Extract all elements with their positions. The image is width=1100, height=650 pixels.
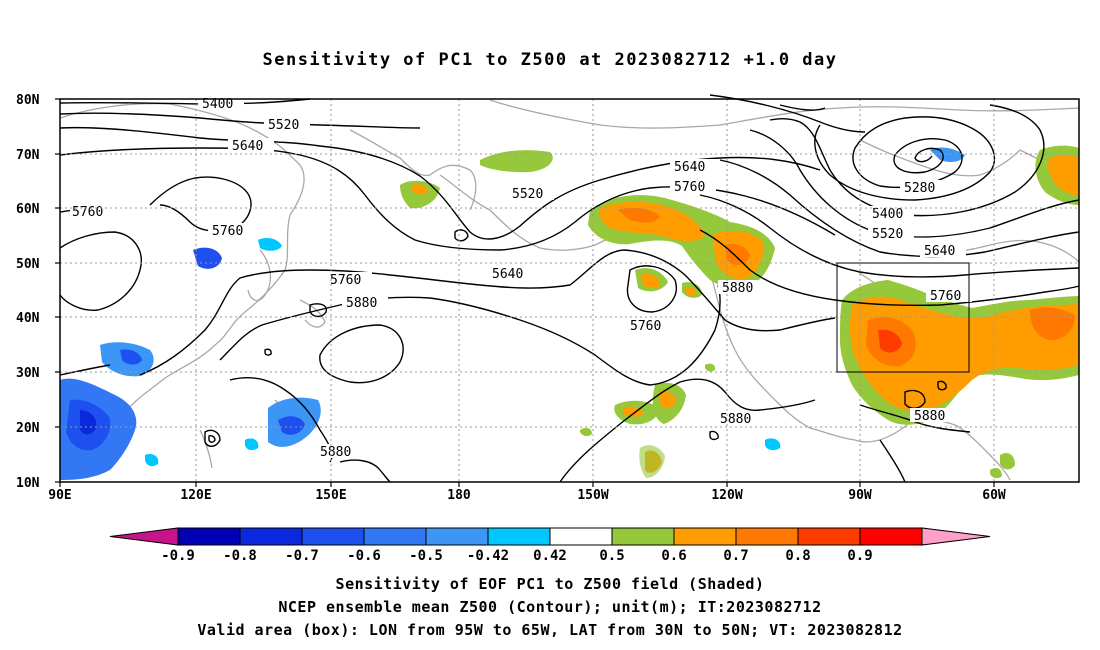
contour-label: 5880 <box>320 445 351 460</box>
colorbar-label: -0.5 <box>409 548 443 564</box>
caption-contour: NCEP ensemble mean Z500 (Contour); unit(… <box>278 598 822 616</box>
colorbar-segment <box>611 527 675 546</box>
lon-label: 180 <box>447 488 471 503</box>
colorbar-segment <box>859 527 923 546</box>
colorbar-segment <box>797 527 861 546</box>
colorbar-label: 0.8 <box>785 548 810 564</box>
map-title: Sensitivity of PC1 to Z500 at 2023082712… <box>262 50 838 70</box>
contour-label: 5400 <box>872 207 903 222</box>
contour-label: 5400 <box>202 97 233 112</box>
tick-marks <box>55 98 995 487</box>
colorbar-segment <box>363 527 427 546</box>
colorbar-segment <box>239 527 303 546</box>
contour-label: 5640 <box>674 160 705 175</box>
lon-label: 150E <box>315 488 346 503</box>
contour-label: 5280 <box>904 181 935 196</box>
colorbar-segment <box>549 527 613 546</box>
colorbar-segment <box>487 527 551 546</box>
contour-label: 5880 <box>346 296 377 311</box>
lat-label: 60N <box>16 202 40 217</box>
colorbar-label: 0.7 <box>723 548 748 564</box>
longitude-labels: 90E 120E 150E 180 150W 120W 90W 60W <box>48 488 1006 503</box>
colorbar-label: 0.5 <box>599 548 624 564</box>
contour-label: 5880 <box>914 409 945 424</box>
contour-label: 5520 <box>512 187 543 202</box>
colorbar-segment <box>673 527 737 546</box>
gridlines <box>60 99 1079 482</box>
contour-label: 5760 <box>630 319 661 334</box>
contour-label: 5760 <box>212 224 243 239</box>
colorbar-segment <box>921 527 991 546</box>
contour-label: 5520 <box>872 227 903 242</box>
lon-label: 150W <box>577 488 608 503</box>
lon-label: 90W <box>848 488 872 503</box>
contour-label: 5640 <box>924 244 955 259</box>
contour-label: 5640 <box>492 267 523 282</box>
lat-label: 80N <box>16 93 40 108</box>
lat-label: 40N <box>16 311 40 326</box>
lat-label: 30N <box>16 366 40 381</box>
colorbar-label: -0.42 <box>467 548 509 564</box>
colorbar-label: 0.9 <box>847 548 872 564</box>
contour-label: 5760 <box>330 273 361 288</box>
latitude-labels: 80N 70N 60N 50N 40N 30N 20N 10N <box>16 93 40 491</box>
lat-label: 20N <box>16 421 40 436</box>
contour-label: 5760 <box>674 180 705 195</box>
colorbar-segment <box>301 527 365 546</box>
contour-label: 5880 <box>722 281 753 296</box>
colorbar-label: -0.6 <box>347 548 381 564</box>
colorbar-segment <box>109 527 179 546</box>
colorbar-label: -0.8 <box>223 548 257 564</box>
colorbar-label: 0.6 <box>661 548 686 564</box>
valid-area-box <box>836 262 970 373</box>
caption-valid-area: Valid area (box): LON from 95W to 65W, L… <box>197 621 903 639</box>
lat-label: 10N <box>16 476 40 491</box>
lon-label: 60W <box>982 488 1006 503</box>
sensitivity-shading <box>60 145 1079 480</box>
map-frame <box>59 98 1080 483</box>
contour-label: 5760 <box>72 205 103 220</box>
contour-label: 5520 <box>268 118 299 133</box>
contour-labels: 5400 5520 5640 5760 5760 5520 5640 5760 … <box>70 96 972 460</box>
caption-shading: Sensitivity of EOF PC1 to Z500 field (Sh… <box>335 575 765 593</box>
colorbar: -0.9 -0.8 -0.7 -0.6 -0.5 -0.42 0.42 0.5 0.6 0.7 0.… <box>109 527 991 564</box>
colorbar-segment <box>177 527 241 546</box>
colorbar-label: 0.42 <box>533 548 567 564</box>
contour-label: 5880 <box>720 412 751 427</box>
lon-label: 90E <box>48 488 71 503</box>
lat-label: 50N <box>16 257 40 272</box>
contour-label: 5760 <box>930 289 961 304</box>
colorbar-segment <box>735 527 799 546</box>
lon-label: 120E <box>180 488 211 503</box>
lon-label: 120W <box>711 488 742 503</box>
contour-label: 5640 <box>232 139 263 154</box>
colorbar-segment <box>425 527 489 546</box>
colorbar-label: -0.7 <box>285 548 319 564</box>
colorbar-label: -0.9 <box>161 548 195 564</box>
lat-label: 70N <box>16 148 40 163</box>
